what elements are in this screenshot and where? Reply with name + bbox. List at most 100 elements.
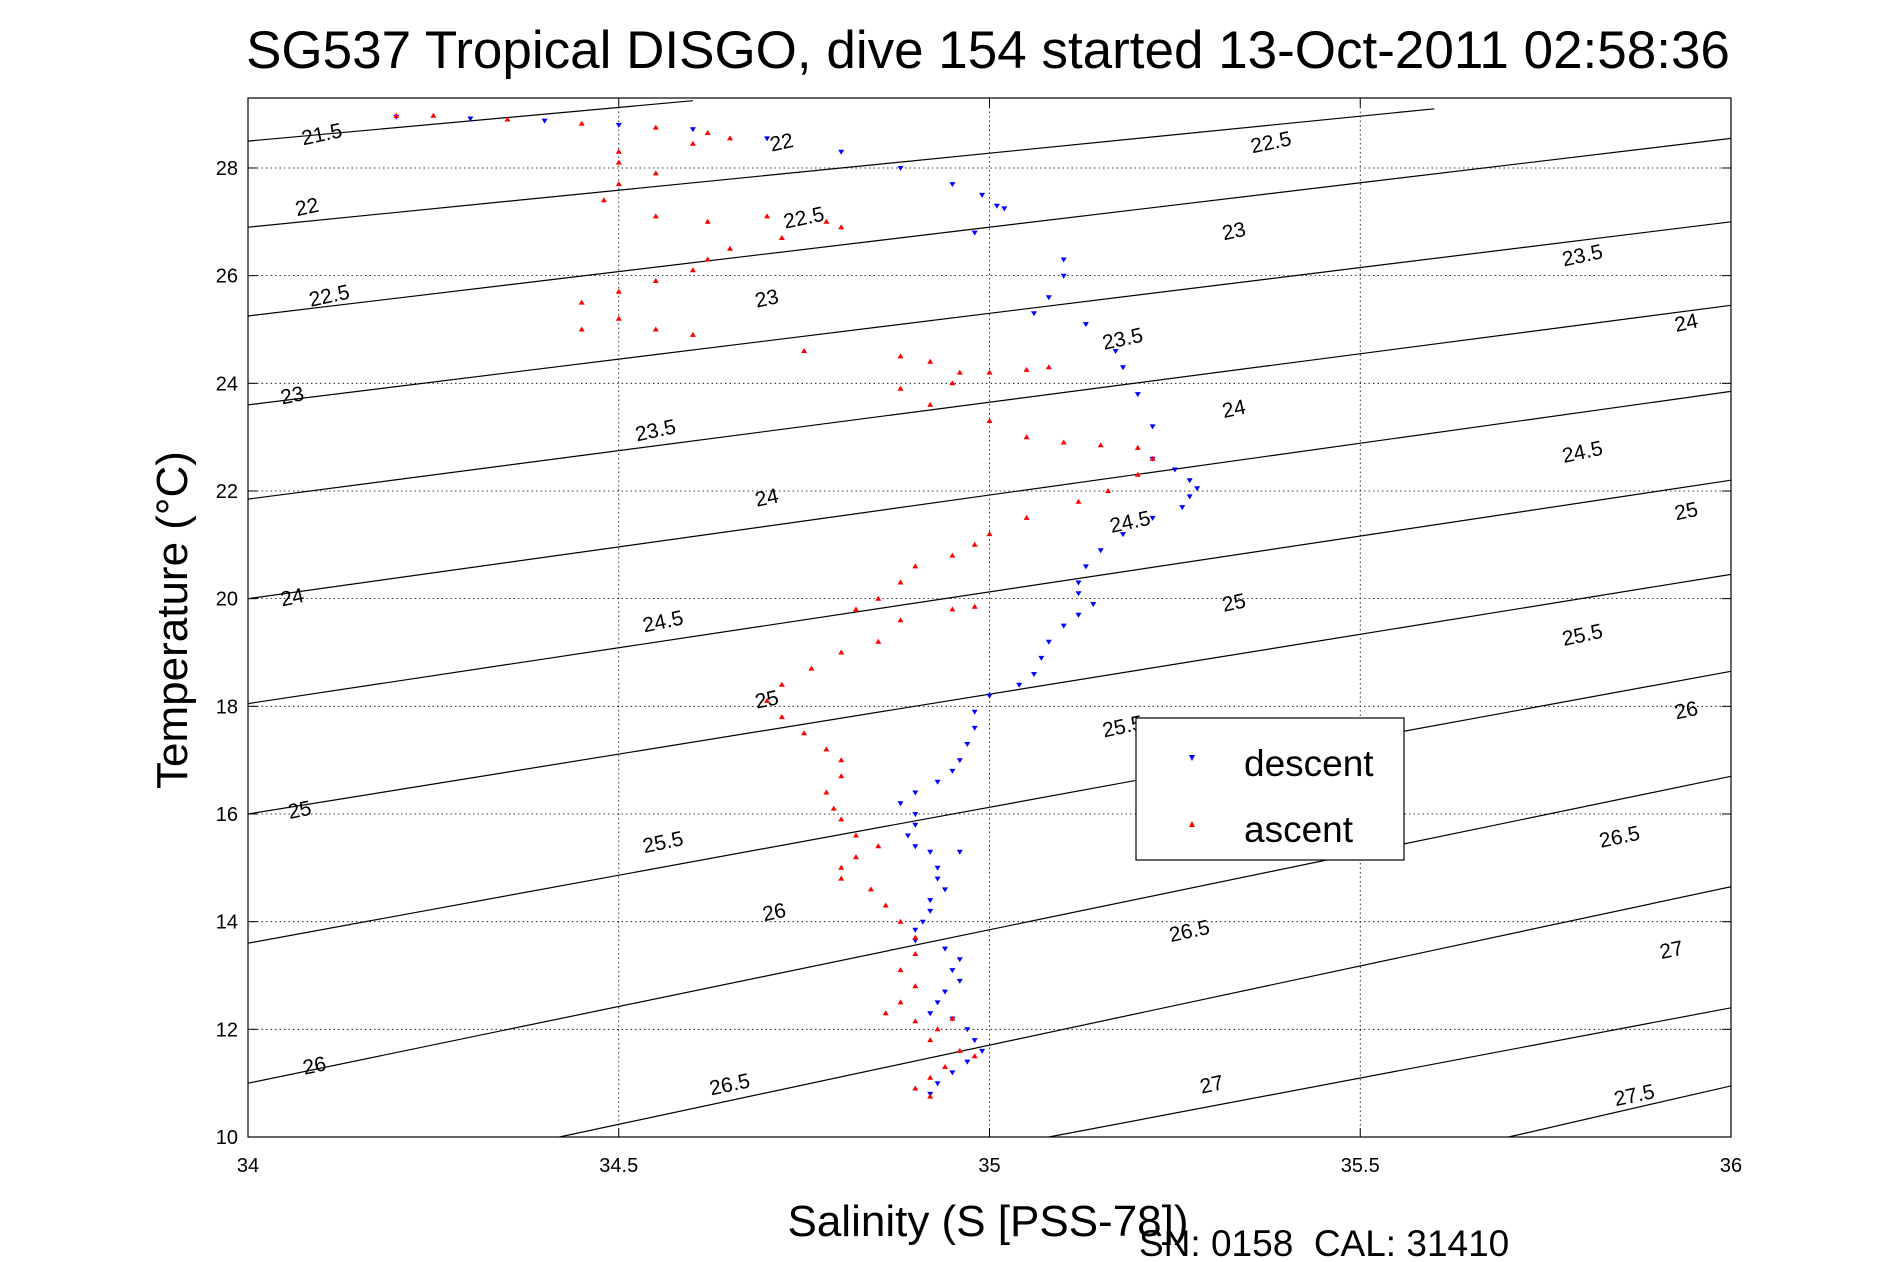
ascent-point (689, 331, 696, 337)
axis-ticks (247, 98, 1732, 1138)
ascent-point (882, 902, 889, 908)
descent-point (934, 865, 941, 871)
x-tick-label: 34.5 (599, 1155, 638, 1177)
ascent-point (689, 140, 696, 146)
ascent-point (823, 746, 830, 752)
descent-point (1112, 349, 1119, 354)
descent-point (897, 801, 904, 807)
data-points (393, 112, 1201, 1099)
y-tick-label: 22 (216, 481, 238, 503)
descent-point (942, 989, 948, 995)
ascent-point (652, 326, 659, 332)
descent-point (927, 1011, 934, 1017)
descent-point (934, 876, 941, 882)
ascent-point (875, 595, 882, 601)
ascent-point (801, 730, 808, 736)
ascent-point (1075, 498, 1082, 504)
ascent-point (652, 170, 659, 176)
ascent-point (689, 267, 696, 273)
descent-point (949, 182, 956, 188)
ascent-point (1023, 434, 1030, 440)
ascent-point (867, 886, 874, 892)
ascent-point (704, 256, 711, 262)
descent-point (971, 230, 978, 236)
ascent-point (393, 112, 400, 118)
y-tick-label: 16 (216, 804, 238, 826)
density-contour-label: 23 (753, 285, 781, 312)
descent-point (1179, 505, 1186, 511)
descent-point (1186, 478, 1193, 484)
descent-point (934, 1000, 941, 1006)
ascent-point (652, 213, 659, 219)
ascent-point (934, 1026, 941, 1032)
descent-point (956, 957, 963, 963)
density-contour-label: 26 (1672, 697, 1700, 724)
ascent-point (882, 1010, 889, 1016)
ascent-point (956, 369, 963, 375)
ascent-point (927, 401, 934, 407)
ascent-point (1149, 455, 1156, 461)
ascent-point (912, 1018, 919, 1024)
ascent-point (927, 1074, 934, 1080)
descent-point (949, 968, 956, 974)
descent-point (1001, 206, 1008, 212)
ascent-point (971, 1053, 978, 1059)
ascent-point (949, 606, 956, 612)
density-contour-label: 24 (753, 484, 781, 511)
ascent-point (956, 1047, 963, 1053)
ascent-point (971, 541, 978, 547)
ascent-point (897, 617, 904, 623)
descent-point (467, 116, 474, 122)
x-tick-label: 36 (1720, 1155, 1742, 1177)
descent-point (919, 919, 926, 925)
ascent-point (838, 224, 845, 230)
ascent-point (912, 1085, 919, 1091)
legend-descent-marker (1189, 755, 1195, 761)
ascent-point (727, 135, 733, 141)
density-contour-line (248, 108, 1435, 228)
descent-point (971, 709, 978, 715)
ascent-point (897, 579, 904, 585)
descent-point (927, 908, 934, 914)
ascent-point (1023, 366, 1030, 372)
descent-point (1194, 486, 1201, 492)
density-contour-line (559, 886, 1731, 1137)
ascent-point (615, 159, 622, 165)
density-contour-line (248, 775, 1731, 1084)
ascent-point (949, 552, 956, 558)
ascent-point (986, 531, 993, 537)
descent-point (956, 758, 963, 764)
ascent-point (1060, 439, 1067, 445)
descent-point (904, 833, 911, 839)
legend: descent ascent (1135, 717, 1405, 861)
ascent-point (927, 358, 934, 364)
ascent-point (875, 638, 882, 644)
ascent-point (764, 213, 771, 219)
descent-point (934, 1081, 941, 1087)
descent-point (1171, 467, 1178, 473)
descent-point (912, 812, 919, 817)
ascent-point (1023, 514, 1030, 520)
descent-point (1149, 515, 1156, 521)
descent-point (964, 742, 971, 747)
ascent-point (808, 665, 815, 671)
descent-point (912, 822, 919, 828)
x-tick-label: 35.5 (1341, 1155, 1380, 1177)
descent-point (956, 978, 963, 984)
ascent-point (912, 563, 919, 569)
ascent-point (823, 789, 830, 795)
descent-point (1031, 311, 1037, 317)
ascent-point (986, 369, 993, 375)
descent-point (942, 887, 948, 893)
density-contour-label: 25 (1672, 498, 1700, 525)
descent-point (964, 1027, 971, 1033)
ascent-point (764, 697, 771, 703)
ascent-point (853, 606, 859, 612)
ascent-point (853, 832, 859, 838)
density-contour-label: 24 (1672, 309, 1700, 336)
descent-point (897, 166, 904, 171)
descent-point (912, 844, 919, 850)
descent-point (912, 927, 919, 933)
legend-box (1135, 717, 1405, 861)
